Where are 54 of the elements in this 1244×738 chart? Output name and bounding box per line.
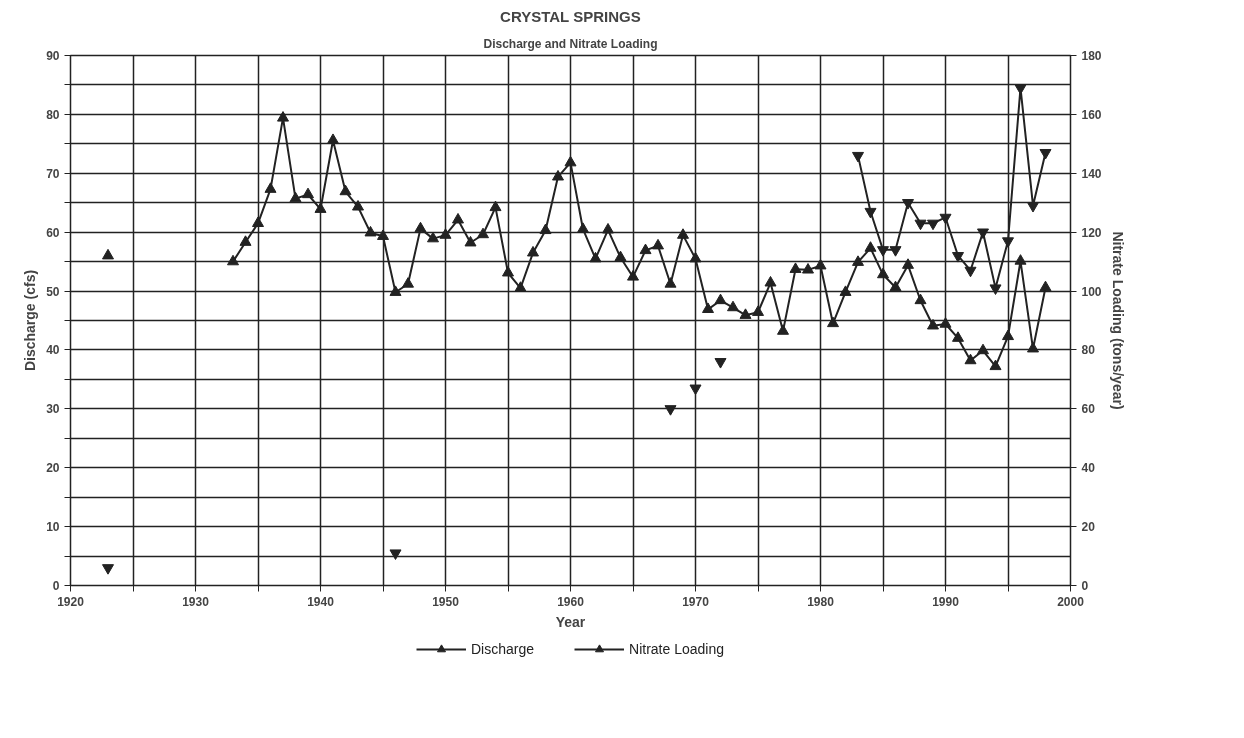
y-tick-label: 90 [46, 49, 60, 63]
y-tick-label: 30 [46, 402, 60, 417]
point [977, 228, 989, 240]
x-tick-label: 1950 [432, 594, 460, 609]
y2-tick-label: 160 [1081, 107, 1102, 122]
point [952, 252, 964, 263]
y2-tick-label: 40 [1081, 461, 1096, 476]
legend-label: Nitrate Loading [629, 641, 724, 657]
point [902, 199, 914, 210]
x-tick-label: 1960 [557, 594, 585, 609]
point [389, 549, 402, 560]
point [714, 358, 727, 369]
x-tick-label: 1970 [682, 594, 710, 609]
y2-tick-label: 120 [1081, 225, 1102, 240]
y-tick-label: 70 [46, 166, 60, 181]
x-tick-label: 1980 [807, 594, 835, 609]
y2-tick-label: 100 [1081, 284, 1102, 299]
x-tick-label: 1930 [182, 594, 210, 609]
point [102, 564, 114, 575]
y-tick-label: 0 [52, 579, 60, 593]
y-tick-label: 60 [46, 225, 60, 240]
y-axis-title: Discharge (cfs) [22, 269, 39, 372]
point [927, 219, 939, 231]
y2-tick-label: 80 [1081, 343, 1096, 358]
y2-tick-label: 20 [1081, 520, 1096, 535]
y-tick-label: 20 [46, 461, 60, 476]
point [664, 405, 677, 416]
y2-axis-title: Nitrate Loading (tons/year) [1109, 231, 1126, 410]
point [864, 207, 877, 219]
y-tick-label: 10 [46, 520, 60, 535]
point [914, 219, 927, 231]
point [939, 213, 952, 225]
x-tick-label: 1990 [932, 594, 960, 609]
y2-tick-label: 140 [1081, 166, 1102, 181]
y2-tick-label: 60 [1081, 402, 1096, 417]
y-tick-label: 40 [46, 343, 60, 358]
y-tick-label: 50 [46, 284, 60, 299]
point [877, 246, 889, 257]
point [1039, 148, 1052, 160]
point [964, 266, 977, 278]
chart-subtitle: Discharge and Nitrate Loading [483, 36, 658, 51]
x-tick-label: 2000 [1057, 594, 1085, 609]
x-tick-label: 1920 [57, 594, 85, 609]
point [989, 284, 1002, 295]
y-tick-label: 80 [46, 107, 60, 122]
x-tick-label: 1940 [307, 594, 335, 609]
x-axis-title: Year [555, 613, 586, 630]
point [889, 246, 902, 257]
point [852, 151, 864, 163]
chart-title: CRYSTAL SPRINGS [500, 7, 641, 25]
y2-tick-label: 0 [1081, 579, 1089, 593]
legend-label: Discharge [471, 641, 535, 657]
point [1002, 237, 1014, 248]
y2-tick-label: 180 [1081, 49, 1102, 63]
